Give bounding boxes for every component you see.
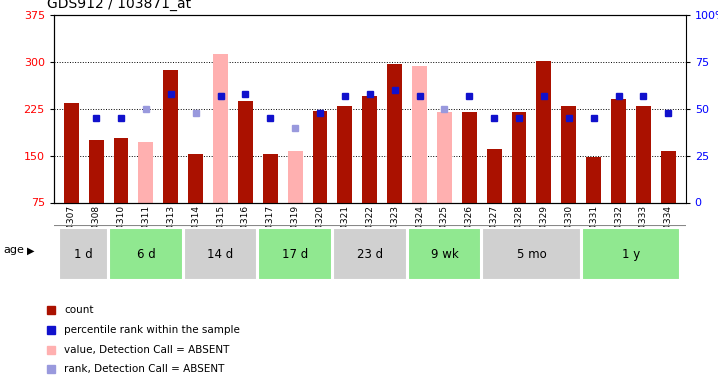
Bar xyxy=(333,228,406,280)
Bar xyxy=(60,228,108,280)
Bar xyxy=(636,106,651,202)
Bar xyxy=(661,151,676,202)
Bar xyxy=(213,54,228,202)
Bar xyxy=(387,64,402,202)
Text: 23 d: 23 d xyxy=(357,248,383,261)
Text: 9 wk: 9 wk xyxy=(431,248,458,261)
Bar xyxy=(89,140,103,202)
Text: value, Detection Call = ABSENT: value, Detection Call = ABSENT xyxy=(64,345,229,355)
Bar xyxy=(511,112,526,202)
Bar xyxy=(238,101,253,202)
Bar xyxy=(109,228,182,280)
Text: percentile rank within the sample: percentile rank within the sample xyxy=(64,325,240,335)
Bar xyxy=(482,228,581,280)
Bar xyxy=(64,102,79,202)
Bar xyxy=(188,154,203,203)
Bar xyxy=(163,70,178,202)
Bar xyxy=(536,61,551,202)
Bar xyxy=(363,96,377,202)
Bar xyxy=(263,154,278,203)
Text: 17 d: 17 d xyxy=(282,248,308,261)
Bar xyxy=(408,228,481,280)
Bar xyxy=(288,151,302,202)
Text: age: age xyxy=(4,245,24,255)
Text: count: count xyxy=(64,305,93,315)
Bar xyxy=(412,66,427,203)
Text: ▶: ▶ xyxy=(27,245,34,255)
Bar xyxy=(561,106,577,202)
Text: 1 y: 1 y xyxy=(622,248,640,261)
Text: 5 mo: 5 mo xyxy=(516,248,546,261)
Bar xyxy=(258,228,332,280)
Bar xyxy=(312,111,327,202)
Bar xyxy=(462,112,477,202)
Bar xyxy=(337,106,353,202)
Text: 14 d: 14 d xyxy=(208,248,233,261)
Text: GDS912 / 103871_at: GDS912 / 103871_at xyxy=(47,0,191,11)
Text: 1 d: 1 d xyxy=(75,248,93,261)
Bar xyxy=(586,157,601,203)
Text: rank, Detection Call = ABSENT: rank, Detection Call = ABSENT xyxy=(64,364,224,375)
Bar xyxy=(487,149,502,202)
Text: 6 d: 6 d xyxy=(136,248,155,261)
Bar xyxy=(611,99,626,202)
Bar xyxy=(113,138,129,202)
Bar xyxy=(139,142,154,202)
Bar xyxy=(437,112,452,202)
Bar xyxy=(184,228,257,280)
Bar xyxy=(582,228,680,280)
